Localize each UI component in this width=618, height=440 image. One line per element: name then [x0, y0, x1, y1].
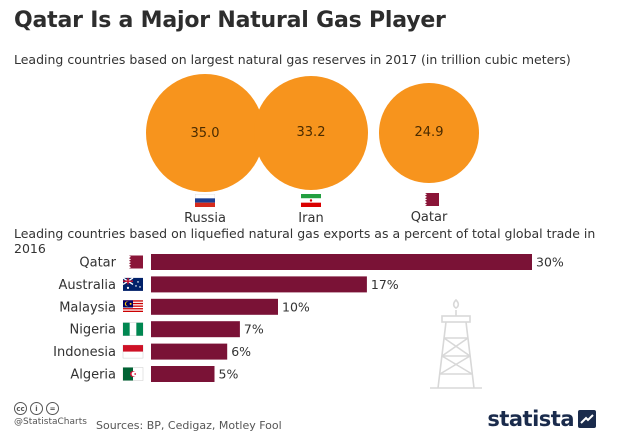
australia-flag-icon	[122, 277, 144, 292]
twitter-handle[interactable]: @StatistaCharts	[14, 417, 87, 427]
bubble-russia: 35.0 Russia	[138, 74, 272, 226]
creative-commons-icon[interactable]: cc	[14, 402, 27, 415]
bubble: 24.9	[379, 83, 479, 183]
bar	[151, 366, 215, 382]
bar	[151, 343, 228, 360]
chart-title: Qatar Is a Major Natural Gas Player	[14, 8, 446, 33]
sources-text: Sources: BP, Cedigaz, Motley Fool	[96, 419, 282, 432]
bar-category-label: Nigeria	[69, 323, 116, 338]
reserves-subtitle: Leading countries based on largest natur…	[14, 52, 571, 67]
iran-flag-icon	[301, 194, 321, 207]
lng-exports-bar-chart: Qatar 30% Australia 17% Malaysia 10% Nigeria 7%…	[53, 254, 564, 383]
bar-category-label: Indonesia	[53, 345, 116, 360]
bar-category-label: Australia	[58, 278, 116, 293]
qatar-flag-icon	[419, 192, 439, 206]
indonesia-flag-icon	[122, 344, 144, 359]
malaysia-flag-icon	[123, 300, 143, 314]
bar	[151, 254, 532, 270]
bubble-label: Qatar	[410, 209, 448, 225]
bar-value-label: 17%	[371, 277, 399, 292]
bubble: 35.0	[146, 74, 264, 192]
qatar-flag-icon	[123, 255, 143, 269]
bar-value-label: 30%	[536, 255, 564, 270]
bar	[151, 321, 240, 338]
bubble-iran: 33.2 Iran	[244, 74, 378, 226]
no-derivatives-icon[interactable]: =	[46, 402, 59, 415]
bar-category-label: Qatar	[79, 256, 116, 271]
exports-subtitle: Leading countries based on liquefied nat…	[14, 226, 596, 256]
bar-category-label: Malaysia	[59, 300, 116, 315]
bubble-qatar: 24.9 Qatar	[362, 74, 496, 225]
bar-value-label: 10%	[282, 299, 310, 314]
bubble: 33.2	[253, 75, 369, 191]
bar-value-label: 7%	[244, 322, 264, 337]
algeria-flag-icon	[122, 367, 144, 381]
license-block: cc i = @StatistaCharts	[14, 402, 87, 427]
nigeria-flag-icon	[122, 322, 144, 337]
statista-logo[interactable]: statista	[487, 407, 596, 431]
russia-flag-icon	[195, 194, 215, 207]
bar-category-label: Algeria	[70, 368, 116, 383]
bar	[151, 298, 278, 315]
bubble-label: Russia	[184, 211, 226, 226]
bar	[151, 276, 367, 293]
attribution-icon[interactable]: i	[30, 402, 43, 415]
bubble-label: Iran	[298, 211, 324, 226]
statista-logo-icon	[578, 410, 596, 428]
bar-value-label: 6%	[231, 344, 251, 359]
gas-rig-icon	[430, 298, 482, 389]
bar-value-label: 5%	[219, 367, 239, 382]
statista-wordmark: statista	[487, 407, 574, 431]
